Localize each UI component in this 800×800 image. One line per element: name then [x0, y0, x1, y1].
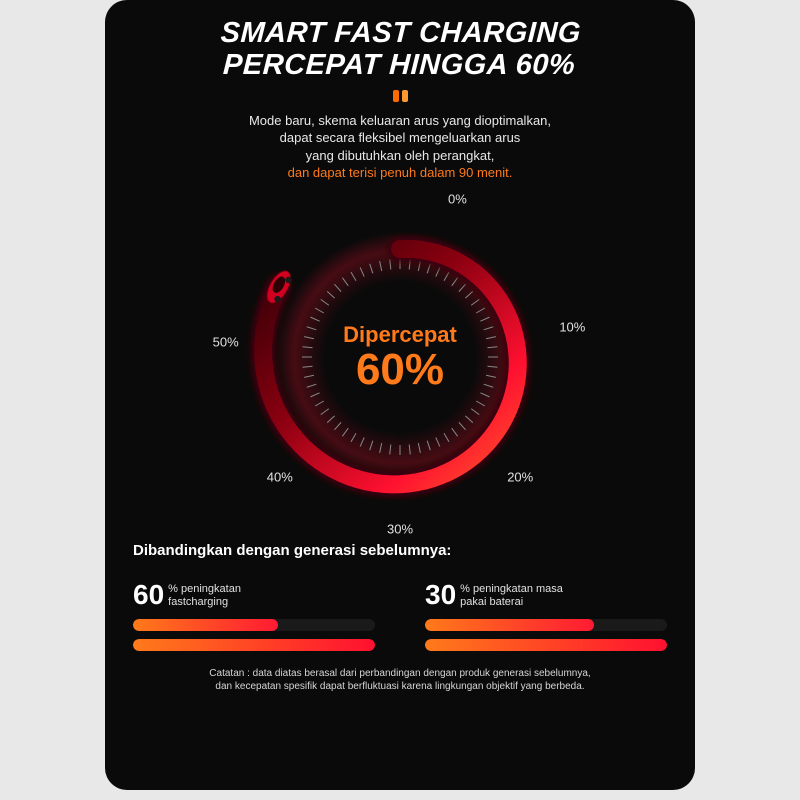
- bar-track: [425, 639, 667, 651]
- headline-line2: PERCEPAT HINGGA 60%: [131, 50, 667, 82]
- desc-line3: yang dibutuhkan oleh perangkat,: [306, 148, 495, 163]
- dot-1: [393, 90, 399, 102]
- headline: SMART FAST CHARGING PERCEPAT HINGGA 60%: [131, 18, 668, 82]
- gauge-tick-label: 40%: [267, 470, 293, 485]
- description: Mode baru, skema keluaran arus yang diop…: [133, 112, 667, 182]
- stat-block: 60% peningkatanfastcharging: [133, 581, 375, 659]
- footnote-line2: dan kecepatan spesifik dapat berfluktuas…: [215, 681, 584, 692]
- headline-line1: SMART FAST CHARGING: [133, 18, 669, 50]
- infographic-panel: SMART FAST CHARGING PERCEPAT HINGGA 60% …: [105, 0, 695, 790]
- bar-fill: [425, 639, 667, 651]
- footnote-line1: Catatan : data diatas berasal dari perba…: [209, 668, 590, 679]
- gauge-tick-label: 20%: [507, 470, 533, 485]
- stats-row: 60% peningkatanfastcharging30% peningkat…: [133, 581, 667, 659]
- bar-fill: [425, 619, 594, 631]
- compare-heading: Dibandingkan dengan generasi sebelumnya:: [133, 542, 667, 559]
- stat-bars: [133, 619, 375, 651]
- desc-line1: Mode baru, skema keluaran arus yang diop…: [249, 113, 551, 128]
- bar-fill: [133, 639, 375, 651]
- bar-track: [133, 619, 375, 631]
- gauge-tick-label: 50%: [213, 334, 239, 349]
- stat-label: % peningkatanfastcharging: [168, 581, 241, 609]
- desc-line2: dapat secara fleksibel mengeluarkan arus: [280, 130, 521, 145]
- desc-highlight: dan dapat terisi penuh dalam 90 menit.: [133, 164, 667, 182]
- gauge-center-value: 60%: [343, 348, 457, 392]
- bar-track: [425, 619, 667, 631]
- bar-track: [133, 639, 375, 651]
- stat-label: % peningkatan masapakai baterai: [460, 581, 563, 609]
- stat-block: 30% peningkatan masapakai baterai: [425, 581, 667, 659]
- gauge-tick-label: 10%: [559, 319, 585, 334]
- footnote: Catatan : data diatas berasal dari perba…: [133, 667, 667, 693]
- stat-value: 30: [425, 581, 456, 609]
- dot-2: [402, 90, 408, 102]
- gauge: Dipercepat 60% 0%10%20%30%40%50%: [180, 192, 620, 522]
- bar-fill: [133, 619, 278, 631]
- accent-dots: [133, 90, 667, 102]
- gauge-center: Dipercepat 60%: [343, 322, 457, 392]
- gauge-tick-label: 0%: [448, 192, 467, 207]
- gauge-tick-label: 30%: [387, 521, 413, 536]
- stat-bars: [425, 619, 667, 651]
- stat-value: 60: [133, 581, 164, 609]
